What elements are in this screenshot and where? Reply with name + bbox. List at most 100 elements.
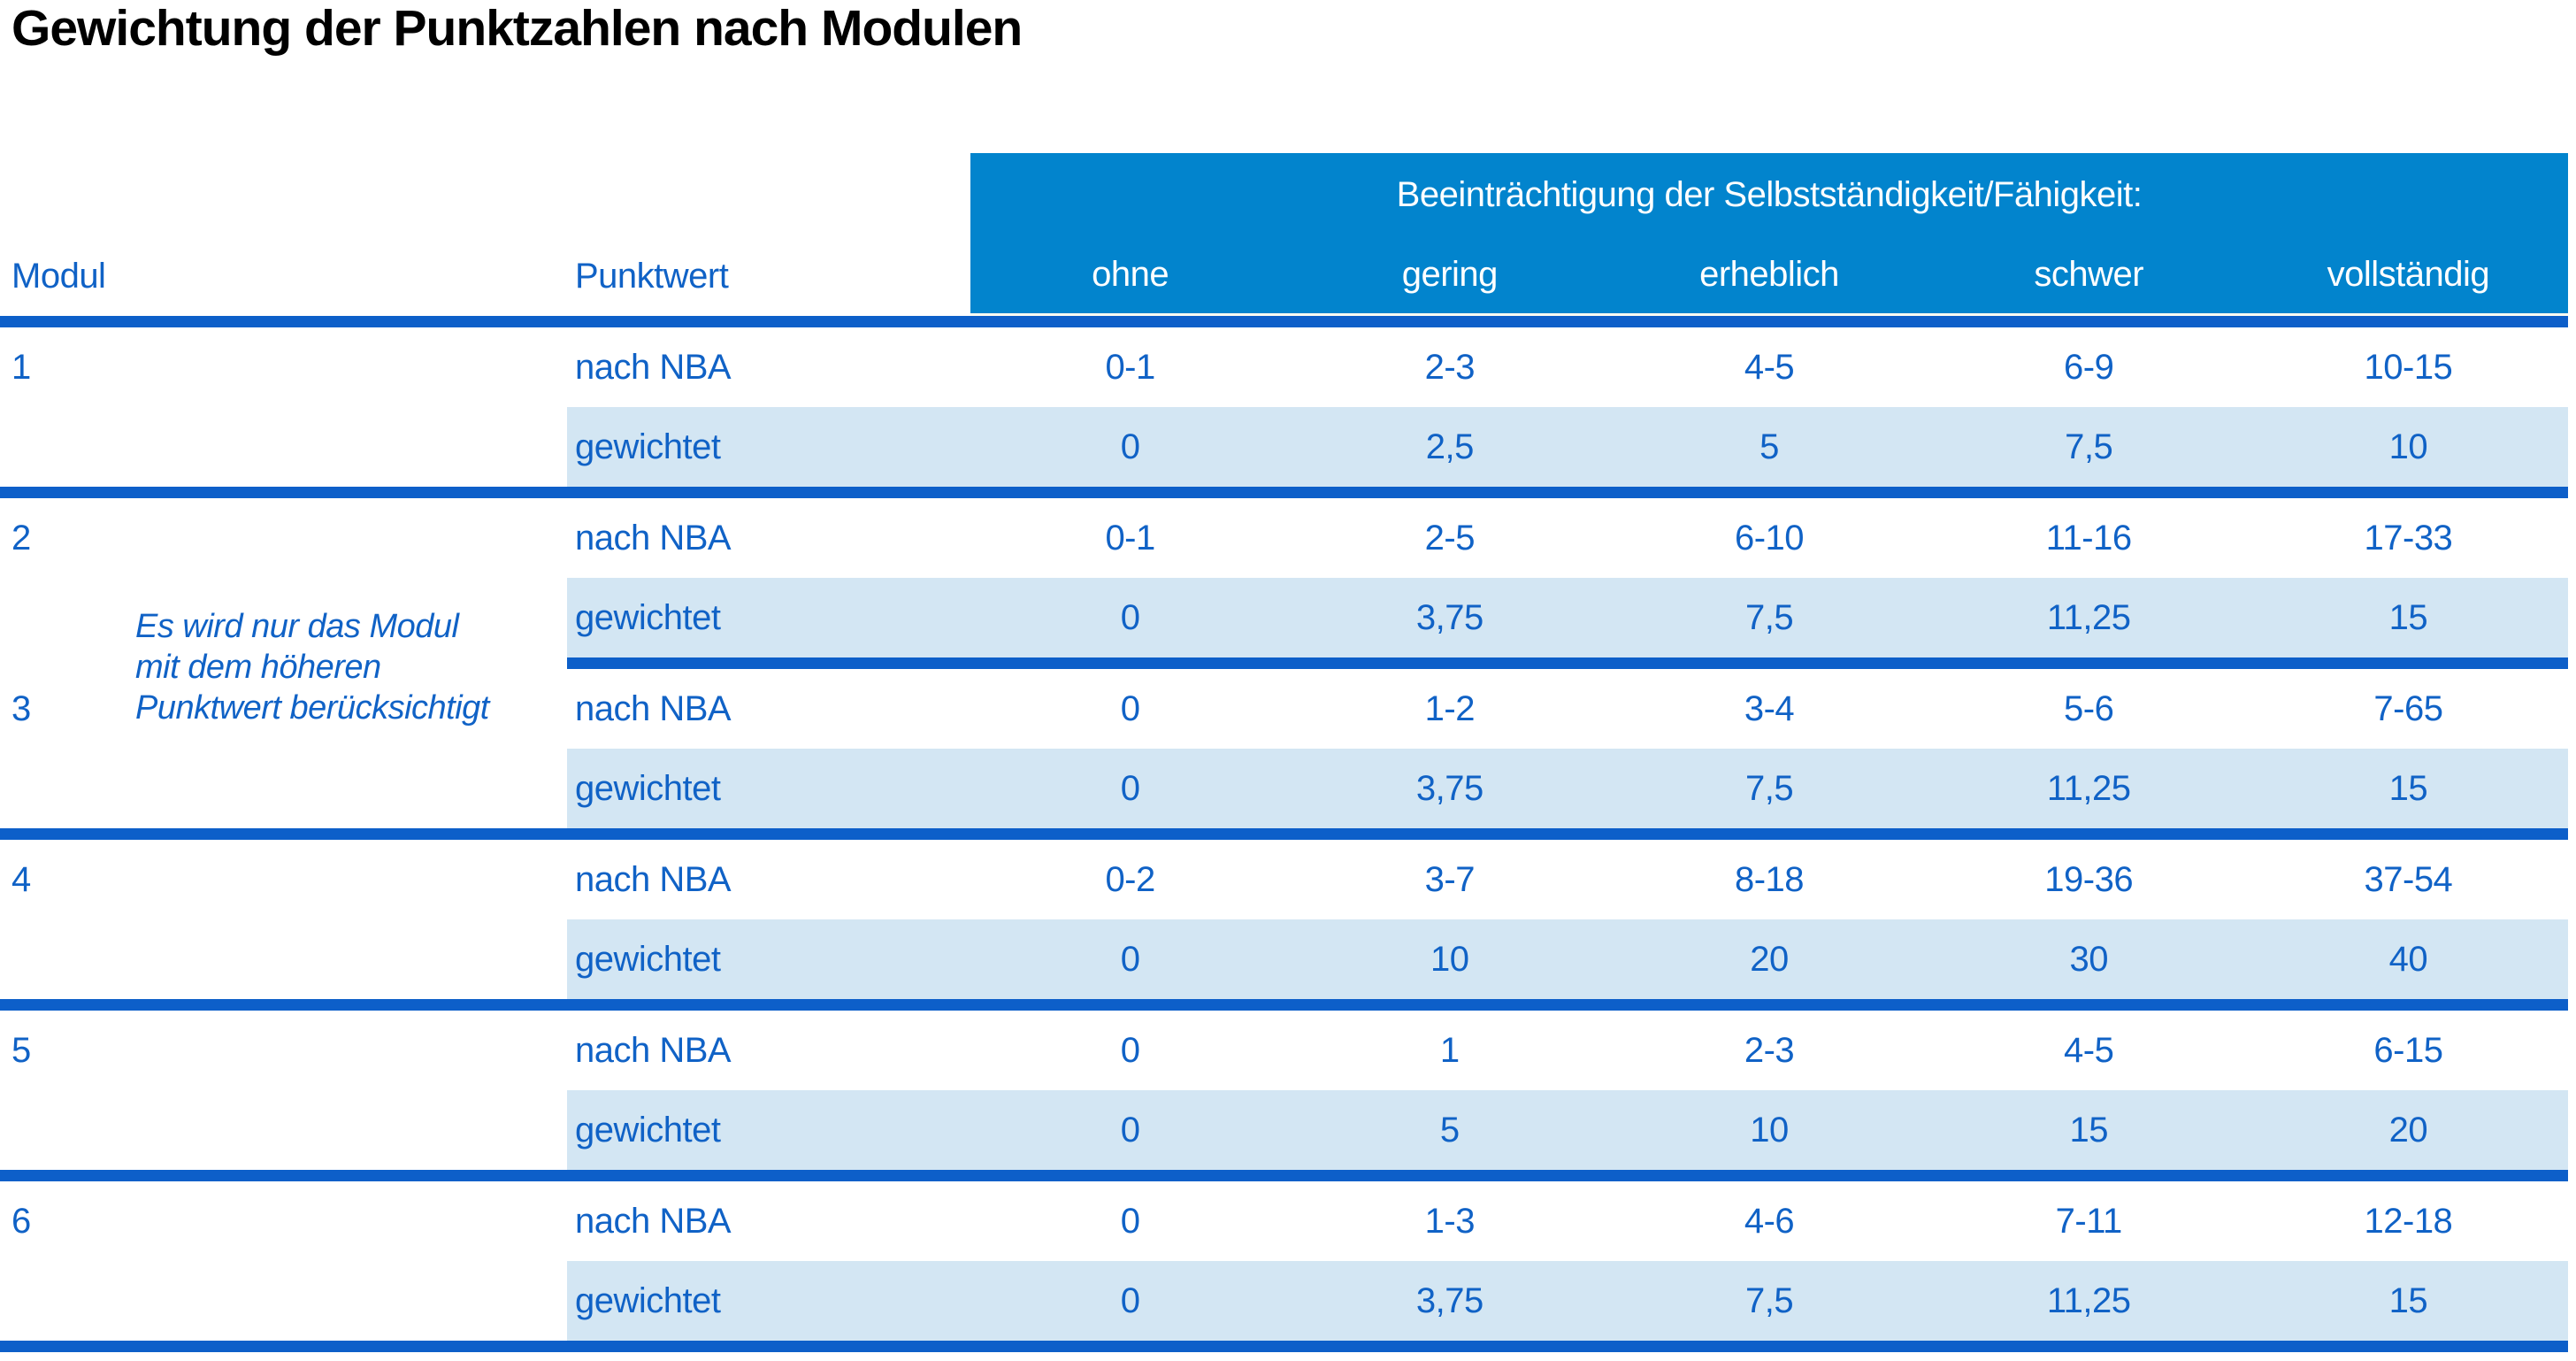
- score-value-cell: 20: [1750, 939, 1789, 979]
- module-4-nach-nba-row: 4 nach NBA 0-2 3-7 8-18 19-36 37-54: [0, 840, 2568, 919]
- severity-col-schwer: schwer: [2034, 255, 2144, 294]
- empty-cell: [0, 407, 567, 487]
- score-value-cell: 3,75: [1415, 1280, 1484, 1320]
- module-number: 5: [12, 1030, 31, 1070]
- score-value-cell: 5: [1760, 427, 1779, 466]
- severity-col-erheblich: erheblich: [1699, 255, 1839, 294]
- score-value-cell: 20: [2388, 1110, 2428, 1150]
- note-line: Es wird nur das Modul: [135, 608, 459, 645]
- page-title: Gewichtung der Punktzahlen nach Modulen: [12, 0, 1023, 57]
- score-value-cell: 7,5: [1744, 597, 1794, 637]
- score-value-cell: 19-36: [2044, 859, 2134, 899]
- score-value-cell: 2-3: [1424, 347, 1476, 387]
- score-value-cell: 5: [1439, 1110, 1460, 1150]
- note-line: Punktwert berücksichtigt: [135, 689, 489, 727]
- impairment-group-header: Beeinträchtigung der Selbstständigkeit/F…: [1396, 174, 2143, 214]
- module-4-gewichtet-row: gewichtet 0 10 20 30 40: [0, 919, 2568, 999]
- score-type-label: gewichtet: [575, 768, 721, 808]
- module-5-nach-nba-row: 5 nach NBA 0 1 2-3 4-5 6-15: [0, 1011, 2568, 1090]
- score-value-cell: 0: [1120, 939, 1140, 979]
- score-value-cell: 11,25: [2046, 597, 2131, 637]
- score-value-cell: 0-1: [1105, 518, 1155, 557]
- score-type-label: gewichtet: [575, 939, 721, 979]
- separator-line-partial: [567, 657, 2568, 669]
- score-value-cell: 3-4: [1744, 688, 1795, 728]
- score-type-label: nach NBA: [575, 688, 732, 728]
- score-value-cell: 5-6: [2064, 688, 2114, 728]
- score-value-cell: 1: [1439, 1030, 1460, 1070]
- module-1-gewichtet-row: gewichtet 0 2,5 5 7,5 10: [0, 407, 2568, 487]
- score-value-cell: 11,25: [2046, 768, 2131, 808]
- score-value-cell: 1-2: [1424, 688, 1476, 728]
- score-value-cell: 15: [2388, 1280, 2428, 1320]
- severity-columns-header: ohne gering erheblich schwer vollständig: [970, 236, 2568, 313]
- module-5-gewichtet-row: gewichtet 0 5 10 15 20: [0, 1090, 2568, 1170]
- score-value-cell: 6-15: [2373, 1030, 2443, 1070]
- module-2-3-note: Es wird nur das Modul mit dem höheren Pu…: [135, 606, 578, 728]
- module-1-nach-nba-row: 1 nach NBA 0-1 2-3 4-5 6-9 10-15: [0, 327, 2568, 407]
- severity-col-ohne: ohne: [1092, 255, 1169, 294]
- module-number: 4: [12, 859, 31, 899]
- table-bottom-line: [0, 1341, 2568, 1352]
- empty-cell: [0, 749, 567, 828]
- module-number: 1: [12, 347, 31, 387]
- score-value-cell: 0: [1120, 1030, 1140, 1070]
- score-type-label: gewichtet: [575, 1110, 721, 1150]
- score-value-cell: 4-5: [1744, 347, 1795, 387]
- module-3-nach-nba-row: 3 nach NBA 0 1-2 3-4 5-6 7-65: [0, 669, 2568, 749]
- score-value-cell: 2-3: [1744, 1030, 1795, 1070]
- score-value-cell: 1-3: [1424, 1201, 1476, 1241]
- score-value-cell: 2-5: [1424, 518, 1476, 557]
- score-value-cell: 0: [1120, 1110, 1140, 1150]
- score-value-cell: 3,75: [1415, 597, 1484, 637]
- module-2-nach-nba-row: 2 nach NBA 0-1 2-5 6-10 11-16 17-33: [0, 498, 2568, 578]
- score-value-cell: 40: [2388, 939, 2428, 979]
- score-value-cell: 4-5: [2064, 1030, 2114, 1070]
- score-value-cell: 11-16: [2045, 518, 2132, 557]
- score-type-label: gewichtet: [575, 597, 721, 637]
- score-value-cell: 4-6: [1744, 1201, 1795, 1241]
- score-value-cell: 7,5: [2065, 427, 2113, 466]
- severity-col-gering: gering: [1401, 255, 1499, 294]
- score-value-cell: 3-7: [1424, 859, 1476, 899]
- empty-cell: [0, 919, 567, 999]
- score-value-cell: 0-1: [1105, 347, 1155, 387]
- score-type-label: nach NBA: [575, 347, 732, 387]
- note-line: mit dem höheren: [135, 649, 381, 686]
- score-value-cell: 30: [2069, 939, 2108, 979]
- score-value-cell: 15: [2388, 768, 2428, 808]
- score-value-cell: 7,5: [1744, 768, 1794, 808]
- score-value-cell: 0: [1120, 427, 1140, 466]
- score-type-label: gewichtet: [575, 427, 721, 466]
- score-value-cell: 17-33: [2364, 518, 2453, 557]
- score-value-cell: 0: [1120, 688, 1140, 728]
- severity-col-vollstaendig: vollständig: [2327, 255, 2490, 294]
- score-type-label: gewichtet: [575, 1280, 721, 1320]
- score-type-label: nach NBA: [575, 518, 732, 557]
- score-value-cell: 6-9: [2064, 347, 2114, 387]
- score-value-cell: 0: [1120, 1201, 1140, 1241]
- score-value-cell: 8-18: [1734, 859, 1805, 899]
- module-3-gewichtet-row: gewichtet 0 3,75 7,5 11,25 15: [0, 749, 2568, 828]
- separator-line: [0, 828, 2568, 840]
- module-number: 3: [12, 688, 31, 728]
- separator-line: [0, 1170, 2568, 1181]
- module-number: 2: [12, 518, 31, 557]
- score-value-cell: 0: [1120, 1280, 1140, 1320]
- score-type-label: nach NBA: [575, 859, 732, 899]
- separator-line: [0, 999, 2568, 1011]
- score-value-cell: 0: [1120, 768, 1140, 808]
- score-value-cell: 10: [2388, 427, 2428, 466]
- score-value-cell: 15: [2069, 1110, 2108, 1150]
- score-type-label: nach NBA: [575, 1030, 732, 1070]
- score-value-cell: 7,5: [1744, 1280, 1794, 1320]
- module-6-nach-nba-row: 6 nach NBA 0 1-3 4-6 7-11 12-18: [0, 1181, 2568, 1261]
- score-type-label: nach NBA: [575, 1201, 732, 1241]
- score-value-cell: 0-2: [1105, 859, 1155, 899]
- score-value-cell: 10: [1430, 939, 1469, 979]
- score-value-cell: 10-15: [2364, 347, 2453, 387]
- score-value-cell: 11,25: [2046, 1280, 2131, 1320]
- score-value-cell: 10: [1750, 1110, 1789, 1150]
- score-value-cell: 12-18: [2364, 1201, 2453, 1241]
